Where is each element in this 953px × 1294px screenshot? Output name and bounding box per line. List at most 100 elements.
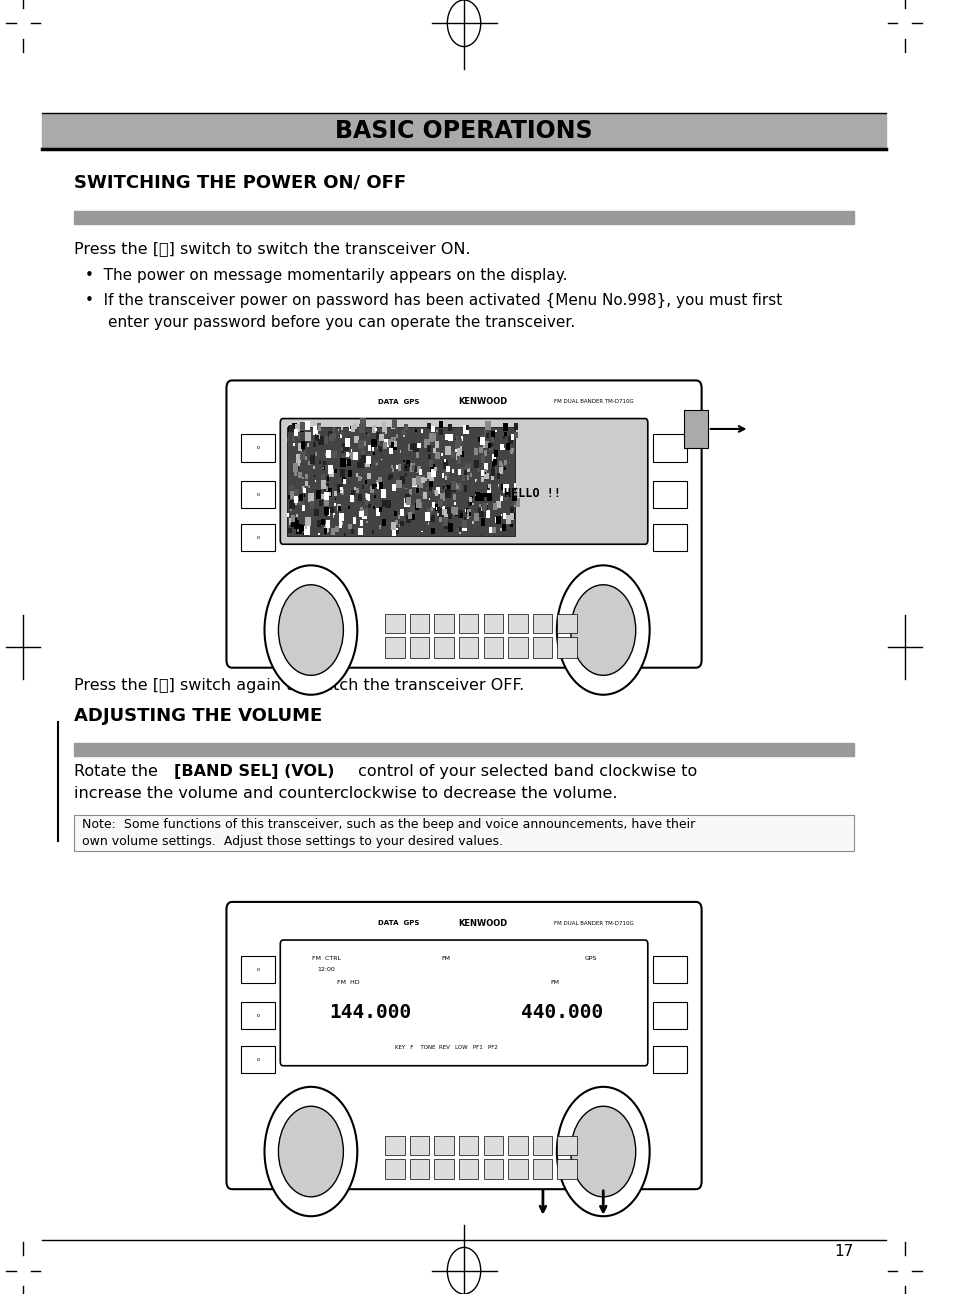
- Bar: [400, 476, 405, 484]
- Bar: [348, 471, 352, 477]
- Bar: [241, 524, 274, 551]
- Bar: [410, 463, 415, 472]
- Bar: [475, 494, 476, 497]
- Bar: [334, 502, 335, 506]
- Bar: [509, 507, 513, 514]
- Bar: [466, 426, 468, 430]
- Bar: [459, 450, 463, 457]
- Bar: [514, 484, 517, 489]
- Bar: [305, 480, 308, 487]
- Circle shape: [264, 1087, 357, 1216]
- Bar: [411, 479, 416, 487]
- Bar: [475, 493, 479, 501]
- Bar: [457, 470, 461, 475]
- Bar: [375, 509, 380, 516]
- Bar: [350, 452, 355, 459]
- Bar: [402, 433, 404, 437]
- Bar: [365, 501, 368, 505]
- Bar: [427, 423, 431, 430]
- Bar: [493, 467, 497, 474]
- Bar: [484, 510, 488, 516]
- Bar: [381, 426, 387, 435]
- Bar: [310, 455, 314, 465]
- Bar: [293, 463, 297, 472]
- Text: 17: 17: [834, 1244, 853, 1259]
- Bar: [424, 512, 430, 520]
- Bar: [412, 465, 415, 471]
- Bar: [406, 515, 411, 523]
- Text: o: o: [256, 492, 259, 497]
- Bar: [385, 1136, 404, 1154]
- Bar: [471, 496, 472, 498]
- Bar: [459, 532, 460, 534]
- Bar: [360, 507, 363, 511]
- Bar: [389, 448, 393, 454]
- Circle shape: [557, 565, 649, 695]
- Bar: [308, 461, 311, 465]
- Bar: [334, 532, 335, 534]
- Bar: [408, 444, 412, 450]
- Bar: [458, 1159, 477, 1179]
- Bar: [495, 502, 497, 509]
- Bar: [502, 423, 507, 431]
- Bar: [470, 502, 471, 505]
- Bar: [484, 472, 485, 474]
- Bar: [342, 477, 344, 481]
- Bar: [305, 518, 311, 527]
- Bar: [459, 457, 460, 461]
- Bar: [434, 1136, 454, 1154]
- Bar: [403, 507, 405, 511]
- Bar: [459, 514, 463, 519]
- Bar: [487, 443, 491, 449]
- Bar: [338, 514, 344, 521]
- Bar: [452, 494, 456, 501]
- Bar: [511, 448, 514, 453]
- Bar: [298, 497, 303, 506]
- Bar: [411, 477, 416, 487]
- Bar: [347, 453, 349, 457]
- Bar: [361, 477, 362, 480]
- Bar: [378, 483, 383, 489]
- FancyBboxPatch shape: [226, 380, 700, 668]
- Bar: [408, 511, 411, 515]
- Text: BASIC OPERATIONS: BASIC OPERATIONS: [335, 119, 592, 144]
- Bar: [351, 529, 354, 533]
- Bar: [478, 503, 480, 506]
- Bar: [317, 426, 320, 431]
- Bar: [448, 514, 451, 519]
- Bar: [404, 494, 410, 503]
- Bar: [418, 481, 422, 488]
- Bar: [290, 485, 293, 489]
- Bar: [401, 431, 404, 435]
- Bar: [499, 496, 500, 497]
- Bar: [314, 433, 318, 440]
- Bar: [350, 496, 354, 502]
- Bar: [330, 507, 334, 512]
- Bar: [478, 446, 482, 453]
- Bar: [316, 423, 321, 431]
- Bar: [436, 472, 437, 474]
- Bar: [386, 499, 391, 509]
- Bar: [431, 528, 435, 534]
- Bar: [405, 474, 407, 476]
- Bar: [298, 423, 303, 432]
- Text: FM: FM: [441, 955, 450, 960]
- Bar: [434, 1159, 454, 1179]
- Bar: [437, 498, 443, 507]
- Bar: [489, 445, 493, 452]
- Bar: [415, 503, 418, 510]
- Bar: [74, 743, 853, 756]
- Bar: [297, 443, 302, 450]
- Bar: [314, 453, 315, 457]
- Bar: [321, 494, 324, 498]
- Bar: [290, 507, 292, 511]
- Bar: [334, 468, 336, 472]
- Text: Rotate the: Rotate the: [74, 763, 163, 779]
- Text: •  If the transceiver power on password has been activated {Menu No.998}, you mu: • If the transceiver power on password h…: [86, 292, 781, 308]
- Bar: [434, 490, 436, 493]
- Bar: [511, 514, 515, 519]
- Bar: [442, 516, 448, 525]
- Bar: [484, 493, 487, 497]
- Text: own volume settings.  Adjust those settings to your desired values.: own volume settings. Adjust those settin…: [82, 835, 502, 848]
- Bar: [305, 525, 307, 529]
